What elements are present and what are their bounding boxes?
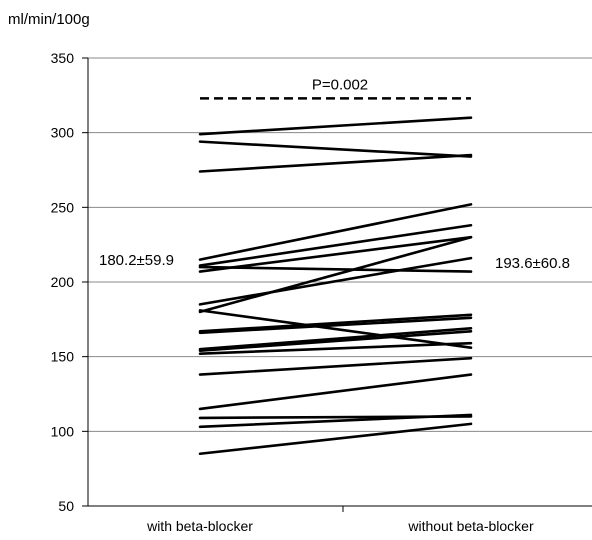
series-line-13 [198,326,473,351]
y-tick-label-250: 250 [51,199,75,215]
left-mean-label: 180.2±59.9 [99,252,174,269]
series-line-15 [198,341,473,355]
series-line-8 [198,256,473,306]
series-line-6 [198,235,473,273]
series-line-4 [198,203,473,261]
series-line-2 [198,140,473,158]
series-line-16 [198,356,473,376]
gridlines [88,57,592,432]
series-lines [198,116,473,456]
x-category-label-2: without beta-blocker [407,518,534,534]
y-tick-label-150: 150 [51,349,75,365]
y-axis-unit-label: ml/min/100g [8,11,90,28]
series-line-11 [198,313,473,333]
axes [82,57,592,512]
x-category-label-1: with beta-blocker [146,518,253,534]
series-line-17 [198,373,473,411]
series-line-5 [198,223,473,267]
series-line-10 [198,309,473,350]
series-line-1 [198,116,473,136]
y-tick-labels: 50 100 150 200 250 300 350 [51,50,75,514]
annotations: ml/min/100g P=0.002 180.2±59.9 193.6±60.… [8,11,570,272]
right-mean-label: 193.6±60.8 [495,255,570,272]
y-tick-label-300: 300 [51,125,75,141]
y-tick-label-100: 100 [51,423,75,439]
series-line-14 [198,329,473,352]
y-tick-label-50: 50 [58,498,74,514]
series-line-9 [198,235,473,314]
series-line-12 [198,316,473,335]
series-line-19 [198,413,473,429]
series-line-20 [198,422,473,456]
y-tick-label-200: 200 [51,274,75,290]
x-tick-labels: with beta-blocker without beta-blocker [146,518,534,534]
series-line-3 [198,153,473,173]
y-tick-label-350: 350 [51,50,75,66]
p-value-label: P=0.002 [312,76,368,93]
series-line-7 [198,265,473,273]
